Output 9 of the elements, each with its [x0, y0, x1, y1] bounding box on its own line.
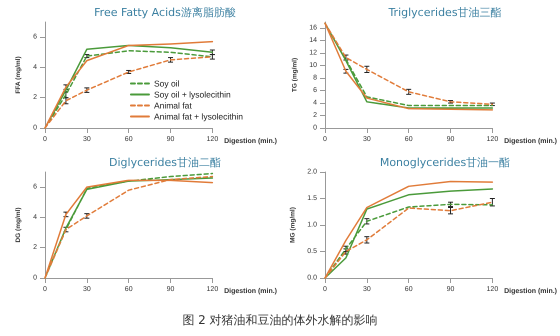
legend-label: Soy oil	[154, 78, 180, 88]
legend-label: Animal fat	[154, 100, 192, 110]
legend-label: Soy oil + lysolecithin	[154, 90, 231, 100]
chart-title: Free Fatty Acids游离脂肪酸	[94, 6, 236, 19]
chart-title: Diglycerides甘油二酯	[109, 156, 221, 169]
chart-title: Triglycerides甘油三酯	[387, 6, 502, 19]
chart-title: Monoglycerides甘油一酯	[380, 156, 510, 169]
legend-label: Animal fat + lysolecithin	[154, 112, 244, 122]
caption: 图 2 对猪油和豆油的体外水解的影响	[181, 312, 379, 329]
